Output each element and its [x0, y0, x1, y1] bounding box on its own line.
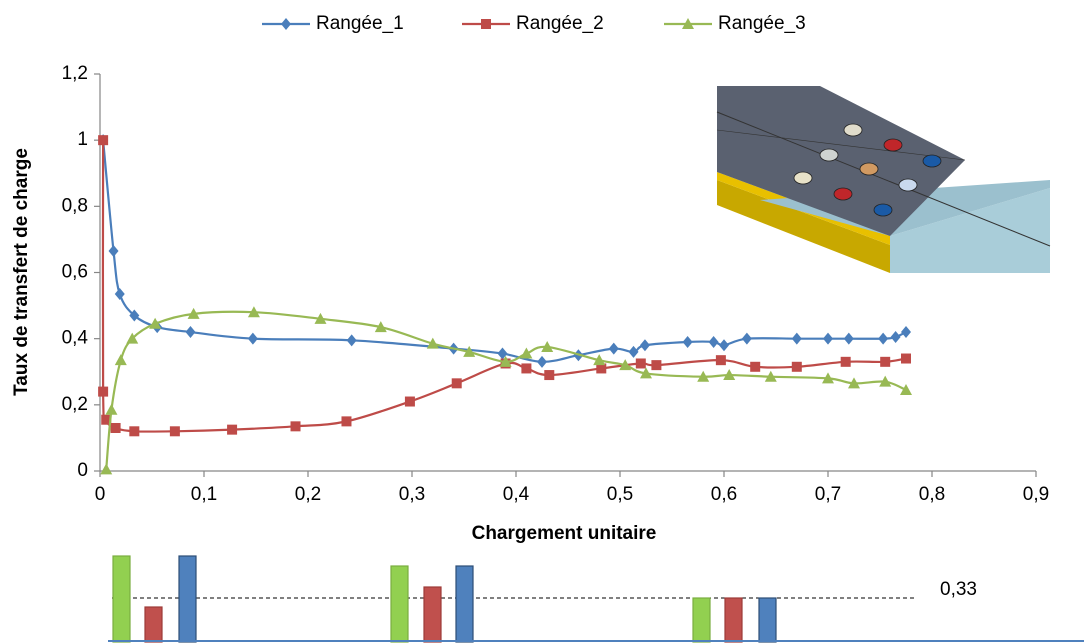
marker [129, 426, 140, 437]
marker [715, 355, 726, 366]
y-tick-label: 0 [77, 460, 88, 481]
marker [840, 356, 851, 367]
marker [628, 345, 639, 358]
marker [537, 355, 547, 368]
y-tick-label: 1 [77, 129, 88, 150]
legend-marker [481, 19, 491, 29]
legend-marker [281, 18, 291, 30]
marker [108, 244, 119, 257]
marker [499, 355, 512, 367]
marker [878, 332, 889, 345]
marker [290, 421, 301, 432]
y-tick-label: 0,8 [62, 195, 88, 216]
y-tick-label: 0,2 [62, 394, 88, 415]
marker [341, 416, 352, 427]
marker [114, 288, 125, 301]
marker [114, 354, 127, 366]
marker [404, 396, 415, 407]
marker [149, 317, 162, 329]
marker [105, 403, 118, 415]
marker [822, 372, 834, 384]
x-tick-label: 0,1 [191, 484, 217, 505]
x-tick-label: 0 [95, 484, 106, 505]
marker [374, 321, 387, 333]
marker [426, 337, 439, 349]
legend-label: Rangée_2 [516, 13, 604, 34]
marker [682, 335, 693, 348]
marker [497, 347, 508, 360]
marker [521, 363, 532, 374]
x-tick-label: 0,7 [815, 484, 841, 505]
marker [741, 332, 752, 345]
marker [541, 340, 554, 352]
reference-label: 0,33 [940, 579, 977, 600]
marker [750, 361, 761, 372]
marker [463, 345, 476, 357]
inset-image: Rangée 3 Rangée 2 Rangée 1 [716, 57, 1051, 273]
y-tick-label: 1,2 [62, 63, 88, 84]
marker [227, 424, 238, 435]
schematic [108, 555, 1084, 643]
marker [791, 361, 802, 372]
marker [843, 332, 854, 345]
marker [719, 339, 729, 352]
x-tick-label: 0,3 [399, 484, 425, 505]
x-tick-label: 0,5 [607, 484, 633, 505]
marker [247, 332, 258, 345]
marker [651, 360, 662, 371]
marker [723, 369, 736, 381]
marker [640, 367, 652, 379]
marker [635, 358, 646, 369]
marker [129, 309, 140, 322]
marker [98, 386, 109, 397]
marker [879, 375, 892, 387]
marker [100, 463, 113, 475]
marker [247, 306, 260, 318]
marker [697, 370, 710, 382]
marker [901, 353, 911, 364]
marker [101, 414, 112, 425]
y-tick-label: 0,6 [62, 262, 88, 283]
legend-label: Rangée_1 [316, 13, 404, 34]
marker [314, 312, 327, 324]
x-tick-label: 0,9 [1023, 484, 1049, 505]
y-axis-label: Taux de transfert de charge [11, 148, 32, 396]
marker [346, 334, 357, 347]
marker [596, 363, 607, 374]
marker [708, 335, 719, 348]
marker [520, 347, 533, 359]
marker [187, 307, 200, 319]
x-axis-label: Chargement unitaire [472, 523, 657, 544]
x-tick-label: 0,6 [711, 484, 737, 505]
x-tick-label: 0,2 [295, 484, 321, 505]
legend-marker [682, 18, 694, 29]
marker [593, 354, 606, 366]
legend-label: Rangée_3 [718, 13, 806, 34]
x-tick-label: 0,4 [503, 484, 530, 505]
y-tick-label: 0,4 [62, 328, 89, 349]
marker [544, 370, 555, 381]
marker [619, 359, 632, 371]
marker [169, 426, 180, 437]
marker [110, 422, 121, 433]
marker [639, 339, 650, 352]
marker [608, 342, 619, 355]
marker [890, 331, 901, 344]
marker [764, 370, 777, 382]
marker [848, 377, 860, 389]
marker [901, 326, 911, 339]
marker [880, 356, 891, 367]
x-tick-label: 0,8 [919, 484, 945, 505]
marker [900, 383, 912, 395]
marker [791, 332, 802, 345]
marker [451, 378, 462, 389]
marker [126, 332, 139, 344]
marker [98, 135, 109, 146]
marker [823, 332, 833, 345]
marker [185, 326, 196, 339]
